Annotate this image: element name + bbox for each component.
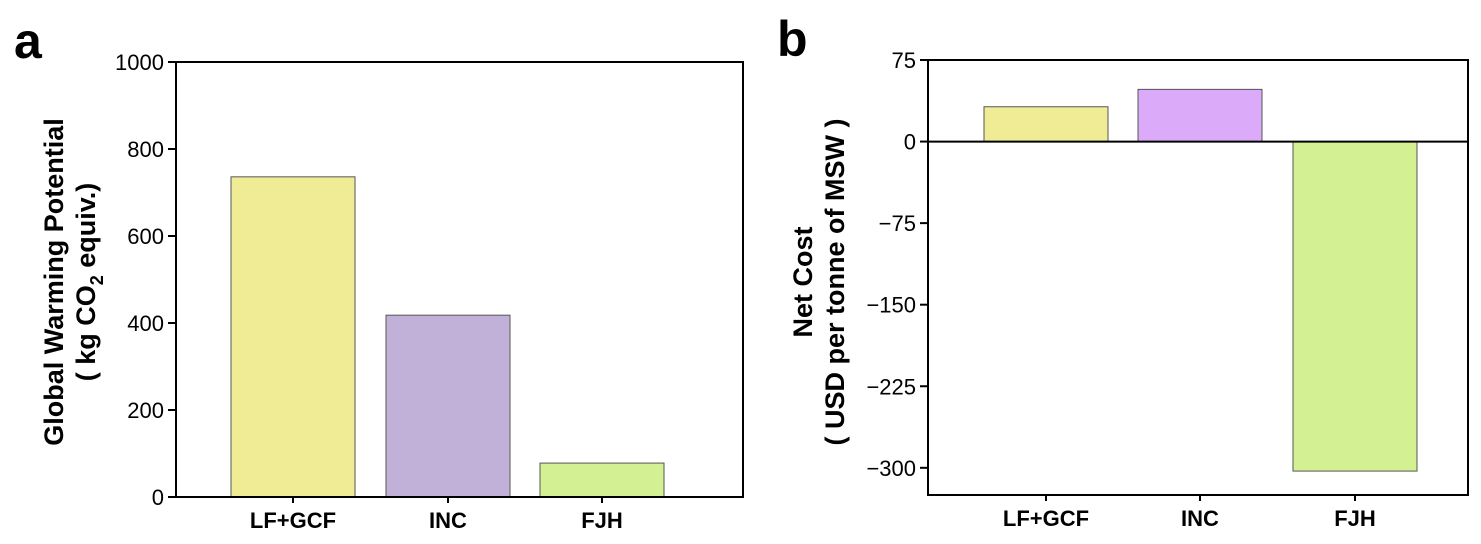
panel-a-ylabel-line1: Global Warming Potential	[39, 118, 69, 446]
bar-lf-gcf	[230, 176, 356, 498]
bar-fjh	[1292, 141, 1418, 472]
y-tick-label: 400	[127, 311, 164, 336]
panel-a-x-ticks: LF+GCF INC FJH	[250, 497, 623, 533]
x-tick-label: INC	[429, 508, 467, 533]
y-tick-label: −225	[866, 374, 916, 399]
panel-b-ylabel-line2: ( USD per tonne of MSW )	[820, 119, 850, 446]
panel-b-y-ticks: −300 −225 −150 −75 0 75	[866, 48, 928, 481]
bar-inc	[1137, 88, 1263, 143]
y-tick-label: 75	[892, 48, 916, 73]
x-tick-label: LF+GCF	[1003, 506, 1089, 531]
bar-lf-gcf	[983, 106, 1109, 143]
x-tick-label: FJH	[581, 508, 623, 533]
y-tick-label: −75	[879, 211, 916, 236]
panel-b: b Net Cost ( USD per tonne of MSW ) −300…	[777, 11, 1469, 531]
y-tick-label: 1000	[115, 50, 164, 75]
y-tick-label: 600	[127, 224, 164, 249]
y-tick-label: −150	[866, 293, 916, 318]
y-tick-label: 800	[127, 137, 164, 162]
panel-a-ylabel: Global Warming Potential ( kg CO2 equiv.…	[39, 118, 107, 446]
y-tick-label: 0	[904, 130, 916, 155]
panel-a-label: a	[14, 13, 43, 69]
panel-b-plot-frame	[927, 59, 1469, 496]
panel-a: a Global Warming Potential ( kg CO2 equi…	[14, 13, 744, 533]
panel-b-bars	[983, 88, 1418, 472]
y-tick-label: 0	[152, 485, 164, 510]
bar-inc	[385, 314, 511, 498]
panel-a-bars	[230, 176, 665, 498]
panel-a-ylabel-line2: ( kg CO2 equiv.)	[71, 183, 107, 382]
x-tick-label: LF+GCF	[250, 508, 336, 533]
panel-b-label: b	[777, 11, 808, 67]
panel-b-ylabel: Net Cost ( USD per tonne of MSW )	[788, 119, 850, 446]
panel-a-plot-frame	[175, 61, 744, 498]
panel-b-ylabel-line1: Net Cost	[788, 226, 818, 337]
y-tick-label: −300	[866, 456, 916, 481]
x-tick-label: FJH	[1334, 506, 1376, 531]
panel-b-x-ticks: LF+GCF INC FJH	[1003, 495, 1376, 531]
y-tick-label: 200	[127, 398, 164, 423]
bar-fjh	[539, 462, 665, 498]
x-tick-label: INC	[1181, 506, 1219, 531]
panel-a-y-ticks: 0 200 400 600 800 1000	[115, 50, 176, 510]
